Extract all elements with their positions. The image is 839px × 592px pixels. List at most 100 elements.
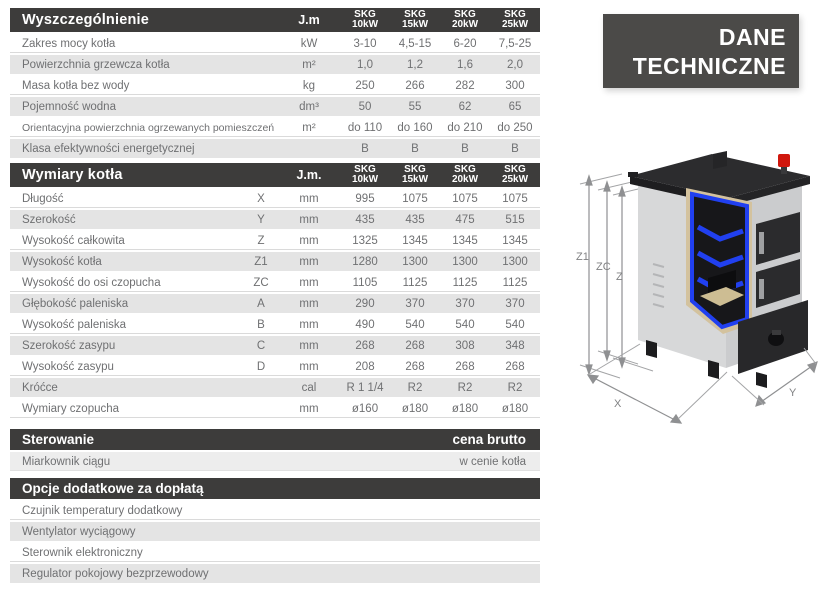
- unit-column-header: J.m.: [296, 168, 322, 182]
- row-value: do 110: [347, 121, 383, 134]
- row-value: 268: [405, 339, 425, 352]
- row-label: Regulator pokojowy bezprzewodowy: [22, 567, 209, 580]
- row-value: 540: [455, 318, 475, 331]
- row-label: Wentylator wyciągowy: [22, 525, 136, 538]
- row-label: Sterownik elektroniczny: [22, 546, 143, 559]
- row-value: B: [511, 142, 519, 155]
- base-dimension-arrows: [586, 343, 818, 424]
- title-line-2: TECHNICZNE: [632, 53, 786, 79]
- title-line-1: DANE: [718, 24, 786, 50]
- row-label: Czujnik temperatury dodatkowy: [22, 504, 183, 517]
- row-value: 435: [355, 213, 375, 226]
- table-row: Miarkownik ciągu w cenie kotła: [10, 452, 540, 471]
- row-value: 50: [358, 100, 372, 113]
- row-value: B: [411, 142, 419, 155]
- row-value: 1075: [402, 192, 428, 205]
- dim-z-label: Z: [616, 271, 623, 283]
- boiler-legs: [646, 340, 767, 388]
- row-unit: mm: [299, 192, 319, 205]
- boiler-body: [628, 151, 810, 388]
- cutaway-chamber: [686, 188, 752, 334]
- column-header-skg20: SKG 20kW: [451, 163, 479, 185]
- row-value: 268: [505, 360, 525, 373]
- table-row: Wysokość zasypu D mm 208 268 268 268: [10, 357, 540, 376]
- table-row: Wysokość całkowita Z mm 1325 1345 1345 1…: [10, 231, 540, 250]
- row-value: 4,5-15: [398, 37, 432, 50]
- row-value: 266: [405, 79, 425, 92]
- flue-stub: [713, 151, 727, 169]
- table-row: Szerokość zasypu C mm 268 268 308 348: [10, 336, 540, 355]
- table-row: Wysokość do osi czopucha ZC mm 1105 1125…: [10, 273, 540, 292]
- row-value: 370: [455, 297, 475, 310]
- table-row: Głębokość paleniska A mm 290 370 370 370: [10, 294, 540, 313]
- row-label: Króćce: [22, 381, 58, 394]
- section-title: Wymiary kotła: [22, 167, 123, 183]
- row-value: do 160: [397, 121, 433, 134]
- row-unit: m²: [302, 121, 316, 134]
- row-value: 540: [505, 318, 525, 331]
- row-unit: mm: [299, 213, 319, 226]
- section-title: Wyszczególnienie: [22, 12, 150, 28]
- table-row: Króćce cal R 1 1/4 R2 R2 R2: [10, 378, 540, 397]
- section-title: Opcje dodatkowe za dopłatą: [22, 481, 204, 496]
- table-row: Orientacyjna powierzchnia ogrzewanych po…: [10, 118, 540, 137]
- row-value: R 1 1/4: [346, 381, 384, 394]
- row-label: Powierzchnia grzewcza kotła: [22, 58, 170, 71]
- row-value: 250: [355, 79, 375, 92]
- dim-z1-label: Z1: [576, 251, 589, 263]
- row-value: B: [361, 142, 369, 155]
- row-symbol: B: [257, 318, 265, 331]
- row-unit: mm: [299, 234, 319, 247]
- row-value: do 250: [497, 121, 533, 134]
- row-unit: mm: [299, 276, 319, 289]
- options-section-header: Opcje dodatkowe za dopłatą: [10, 478, 540, 499]
- column-header-skg20: SKG 20kW: [451, 8, 479, 30]
- table-row: Regulator pokojowy bezprzewodowy: [10, 564, 540, 583]
- row-value: 995: [355, 192, 375, 205]
- row-value: do 210: [447, 121, 483, 134]
- row-value: 1,2: [407, 58, 423, 71]
- table-row: Wymiary czopucha mm ø160 ø180 ø180 ø180: [10, 399, 540, 418]
- row-label: Wysokość kotła: [22, 255, 102, 268]
- row-value: 1325: [352, 234, 378, 247]
- row-value: 1300: [502, 255, 528, 268]
- row-symbol: C: [256, 339, 266, 352]
- row-symbol: ZC: [253, 276, 269, 289]
- row-value: 290: [355, 297, 375, 310]
- row-value: 1125: [402, 276, 428, 289]
- row-label: Szerokość zasypu: [22, 339, 116, 352]
- row-value: 1075: [502, 192, 528, 205]
- row-value: 55: [408, 100, 422, 113]
- row-value: R2: [407, 381, 423, 394]
- row-label: Głębokość paleniska: [22, 297, 129, 310]
- row-label: Wysokość do osi czopucha: [22, 276, 161, 289]
- control-section-header: Sterowanie cena brutto: [10, 429, 540, 450]
- row-symbol: Y: [257, 213, 265, 226]
- row-value: 1,6: [457, 58, 473, 71]
- row-symbol: Z: [257, 234, 265, 247]
- unit-column-header: J.m: [298, 13, 320, 27]
- row-value: 475: [455, 213, 475, 226]
- table-row: Pojemność wodna dm³ 50 55 62 65: [10, 97, 540, 116]
- dimensions-table-rows: Długość X mm 995 1075 1075 1075 Szerokoś…: [10, 189, 540, 418]
- row-unit: cal: [301, 381, 317, 394]
- row-value: 490: [355, 318, 375, 331]
- row-value: B: [461, 142, 469, 155]
- row-unit: dm³: [299, 100, 319, 113]
- table-row: Wentylator wyciągowy: [10, 522, 540, 541]
- row-value: 1300: [402, 255, 428, 268]
- row-value: 282: [455, 79, 475, 92]
- row-value: 1105: [352, 276, 378, 289]
- row-label: Orientacyjna powierzchnia ogrzewanych po…: [22, 121, 275, 134]
- row-value: 2,0: [507, 58, 523, 71]
- row-value: 308: [455, 339, 475, 352]
- row-unit: mm: [299, 318, 319, 331]
- dimensions-table-header: Wymiary kotła J.m. SKG 10kW SKG 15kW SKG 20…: [10, 163, 540, 187]
- row-value: 268: [455, 360, 475, 373]
- height-dimension-arrows: [585, 174, 626, 376]
- row-value: 1280: [352, 255, 378, 268]
- row-label: Masa kotła bez wody: [22, 79, 130, 92]
- row-unit: mm: [299, 339, 319, 352]
- row-value: 208: [355, 360, 375, 373]
- row-label: Pojemność wodna: [22, 100, 116, 113]
